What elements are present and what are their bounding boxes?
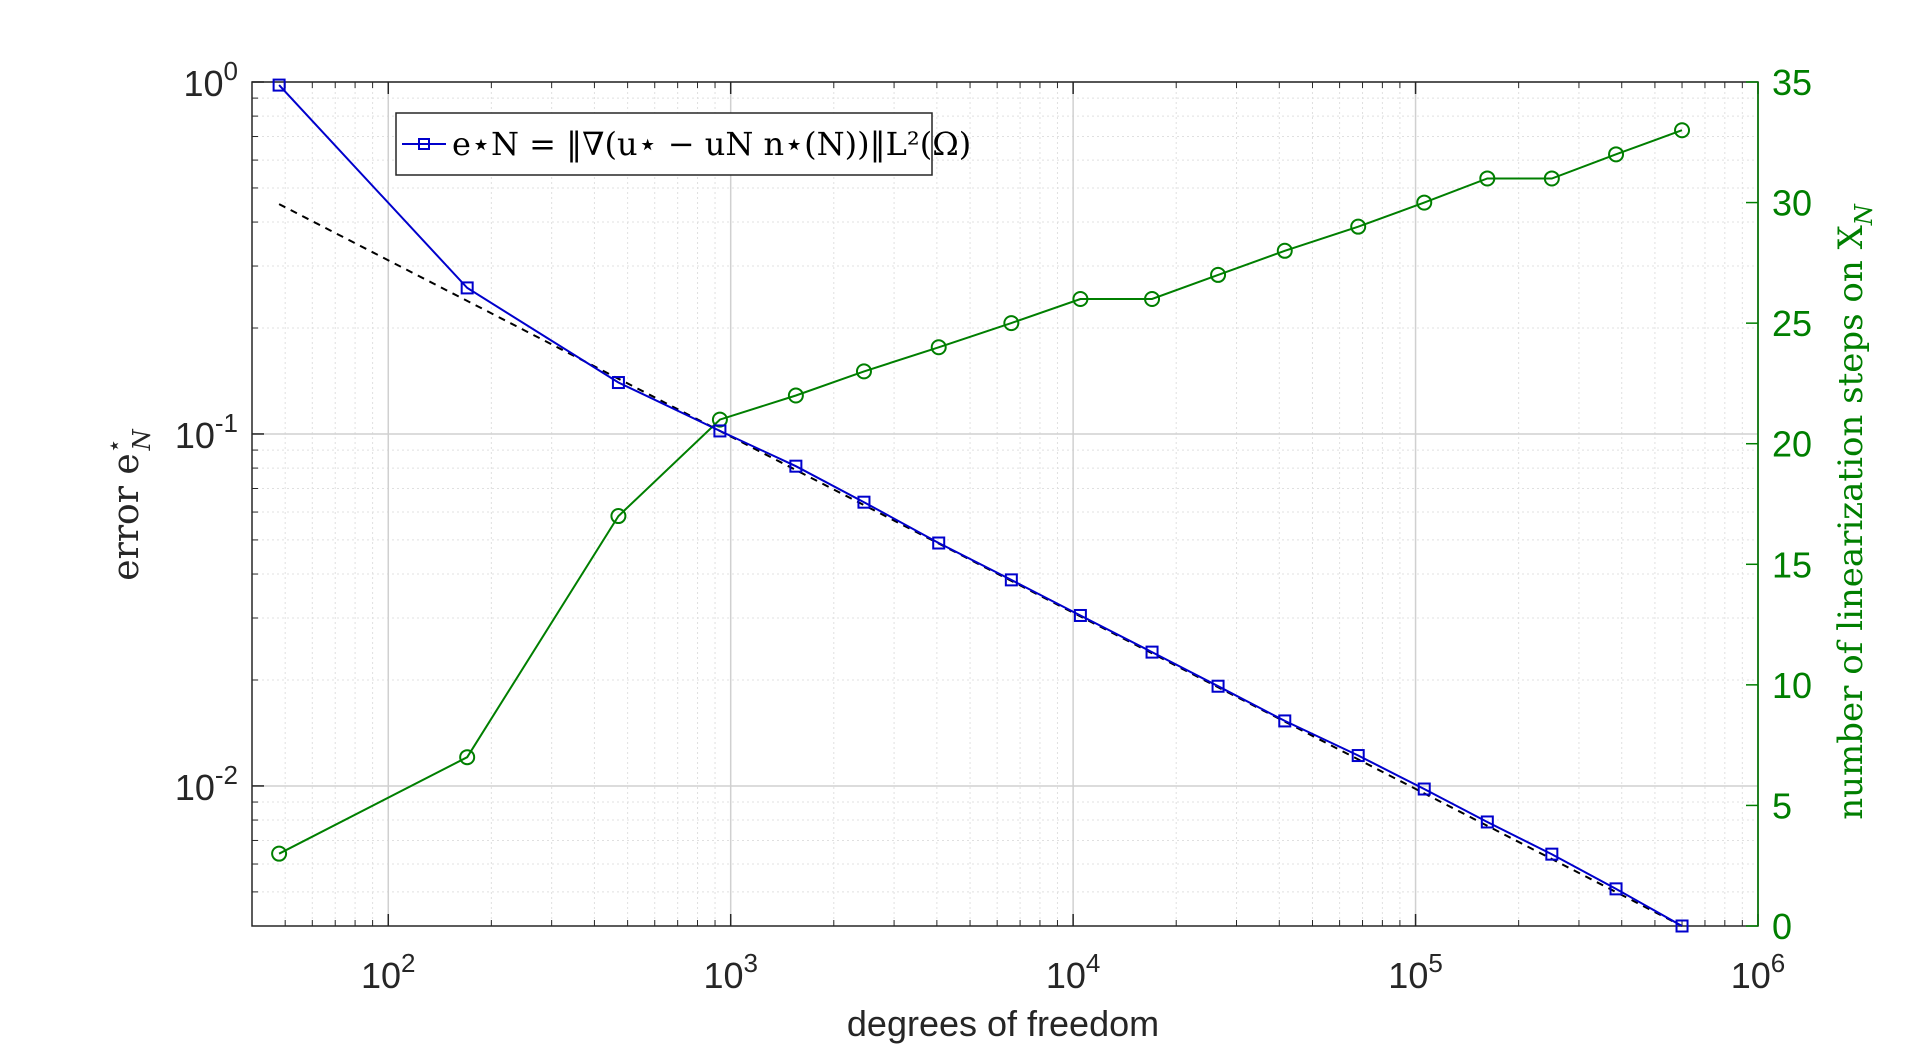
linearization-point — [787, 387, 804, 404]
x-tick-label: 102 — [361, 948, 416, 996]
y-right-tick-label: 0 — [1772, 906, 1792, 947]
linearization-point — [1003, 315, 1020, 332]
linearization-point — [459, 749, 476, 766]
linearization-point — [610, 508, 627, 525]
y-left-tick-label: 10-2 — [175, 760, 238, 808]
error-point — [1480, 815, 1494, 829]
error-point — [1145, 645, 1159, 659]
error-point — [1211, 679, 1225, 693]
x-tick-label: 104 — [1046, 948, 1101, 996]
y-left-tick-label: 10-1 — [175, 408, 238, 456]
error-point — [789, 459, 803, 473]
linearization-point — [1350, 218, 1367, 235]
error-point — [272, 78, 286, 92]
linearization-point — [1072, 291, 1089, 308]
series-layer — [271, 78, 1691, 933]
x-tick-label: 105 — [1388, 948, 1443, 996]
y-right-axis-label: number of linearization steps on XN — [1831, 203, 1878, 820]
linearization-point — [855, 363, 872, 380]
error-point — [1545, 847, 1559, 861]
legend: e⋆N = ‖∇(u⋆ − uN n⋆(N))‖L²(Ω) — [395, 112, 971, 176]
y-left-tick-label: 100 — [183, 56, 238, 104]
axes-box — [251, 81, 1759, 927]
linearization-point — [1210, 266, 1227, 283]
minor-grid — [251, 82, 1758, 927]
linearization-point — [1479, 170, 1496, 187]
y-left-ticks: 100 10-1 10-2 — [175, 56, 264, 927]
linearization-point — [271, 845, 288, 862]
x-ticks: 102 103 104 105 106 — [251, 82, 1786, 996]
y-right-tick-label: 25 — [1772, 303, 1812, 344]
error-point — [1278, 714, 1292, 728]
error-point — [1351, 749, 1365, 763]
y-right-tick-label: 5 — [1772, 785, 1792, 826]
major-grid — [252, 81, 1759, 926]
linearization-point — [711, 411, 728, 428]
series-line-0 — [278, 84, 1683, 927]
x-tick-label: 106 — [1731, 948, 1786, 996]
y-right-tick-label: 20 — [1772, 424, 1812, 465]
linearization-point — [1608, 146, 1625, 163]
error-point — [932, 536, 946, 550]
legend-entry: e⋆N = ‖∇(u⋆ − uN n⋆(N))‖L²(Ω) — [452, 125, 971, 163]
linearization-point — [1276, 242, 1293, 259]
y-right-ticks: 0 5 10 15 20 25 30 35 — [1746, 62, 1812, 947]
error-point — [611, 376, 625, 390]
y-right-tick-label: 30 — [1772, 183, 1812, 224]
legend-marker — [418, 138, 430, 150]
error-point — [713, 424, 727, 438]
error-point — [1609, 882, 1623, 896]
y-right-tick-label: 35 — [1772, 62, 1812, 103]
x-tick-label: 103 — [703, 948, 758, 996]
legend-box — [395, 112, 933, 176]
linearization-point — [1543, 170, 1560, 187]
linearization-point — [1416, 194, 1433, 211]
y-left-axis-label: error e⋆N — [100, 428, 156, 580]
error-point — [460, 281, 474, 295]
error-point — [1004, 573, 1018, 587]
error-point — [857, 495, 871, 509]
y-right-tick-label: 10 — [1772, 665, 1812, 706]
linearization-point — [1144, 291, 1161, 308]
error-point — [1675, 919, 1689, 933]
linearization-point — [930, 339, 947, 356]
series-line-1 — [278, 129, 1683, 855]
x-axis-label: degrees of freedom — [847, 1003, 1159, 1044]
series-line-2 — [278, 203, 1683, 927]
error-point — [1417, 782, 1431, 796]
error-point — [1073, 608, 1087, 622]
y-right-tick-label: 15 — [1772, 544, 1812, 585]
linearization-point — [1674, 122, 1691, 139]
